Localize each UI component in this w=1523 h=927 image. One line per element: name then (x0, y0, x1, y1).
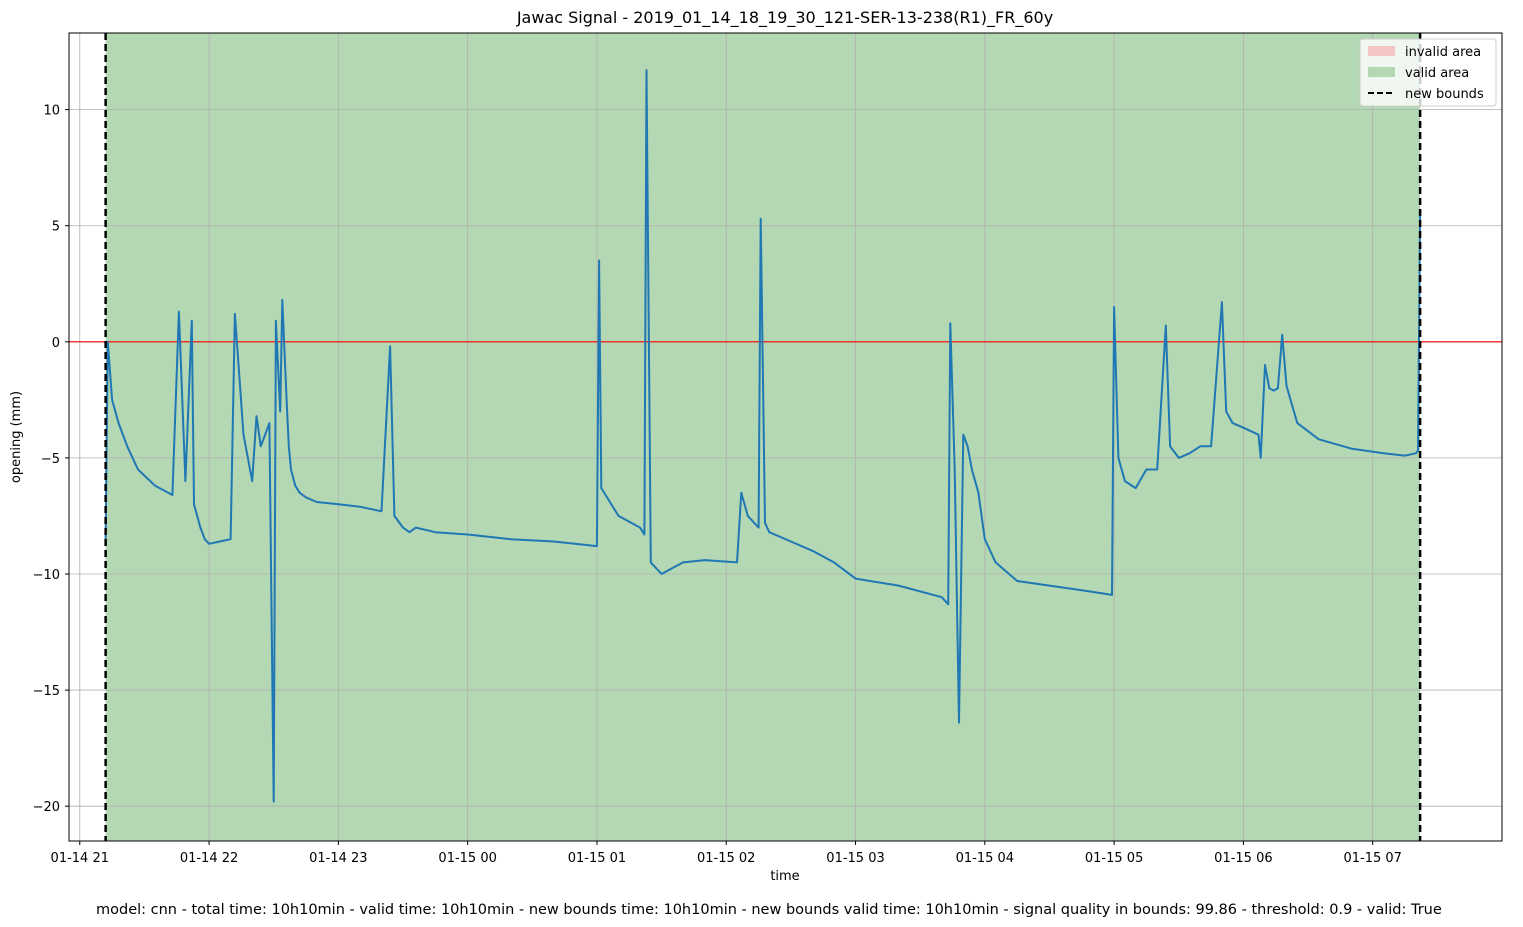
y-tick-label: −20 (33, 800, 60, 815)
chart-title: Jawac Signal - 2019_01_14_18_19_30_121-S… (516, 8, 1053, 28)
legend: invalid area valid area new bounds (1359, 38, 1497, 107)
y-tick-label: −10 (33, 568, 60, 583)
x-tick-label: 01-15 01 (568, 851, 626, 866)
x-axis-ticks: 01-14 21 01-14 22 01-14 23 01-15 00 01-15 01… (51, 841, 1402, 866)
x-tick-label: 01-14 21 (51, 851, 109, 866)
y-tick-label: −5 (41, 452, 60, 467)
x-tick-label: 01-15 04 (956, 851, 1014, 866)
y-tick-label: −15 (33, 684, 60, 699)
legend-swatch-invalid-area (1368, 46, 1395, 56)
plot-frame (68, 32, 1503, 842)
x-tick-label: 01-14 22 (180, 851, 238, 866)
legend-label-new-bounds: new bounds (1405, 87, 1484, 102)
x-tick-label: 01-15 03 (826, 851, 884, 866)
new-bounds-layer (104, 33, 1422, 841)
signal-series-line (104, 69, 1422, 803)
footer-summary: model: cnn - total time: 10h10min - vali… (96, 902, 1442, 918)
legend-label-invalid-area: invalid area (1405, 45, 1481, 60)
legend-label-valid-area: valid area (1405, 66, 1469, 81)
x-tick-label: 01-15 00 (438, 851, 496, 866)
x-tick-label: 01-15 02 (697, 851, 755, 866)
x-tick-label: 01-15 06 (1214, 851, 1272, 866)
x-axis-title: time (770, 869, 799, 884)
legend-swatch-valid-area (1368, 67, 1395, 77)
x-tick-label: 01-15 05 (1085, 851, 1143, 866)
y-axis-title: opening (mm) (9, 391, 24, 483)
y-axis-ticks: 10 5 0 −5 −10 −15 −20 (33, 104, 69, 815)
x-tick-label: 01-14 23 (309, 851, 367, 866)
y-tick-label: 10 (43, 104, 60, 119)
y-tick-label: 0 (52, 336, 60, 351)
y-tick-label: 5 (52, 220, 60, 235)
x-tick-label: 01-15 07 (1343, 851, 1401, 866)
series-layer (104, 69, 1422, 803)
grid-lines (69, 33, 1502, 841)
